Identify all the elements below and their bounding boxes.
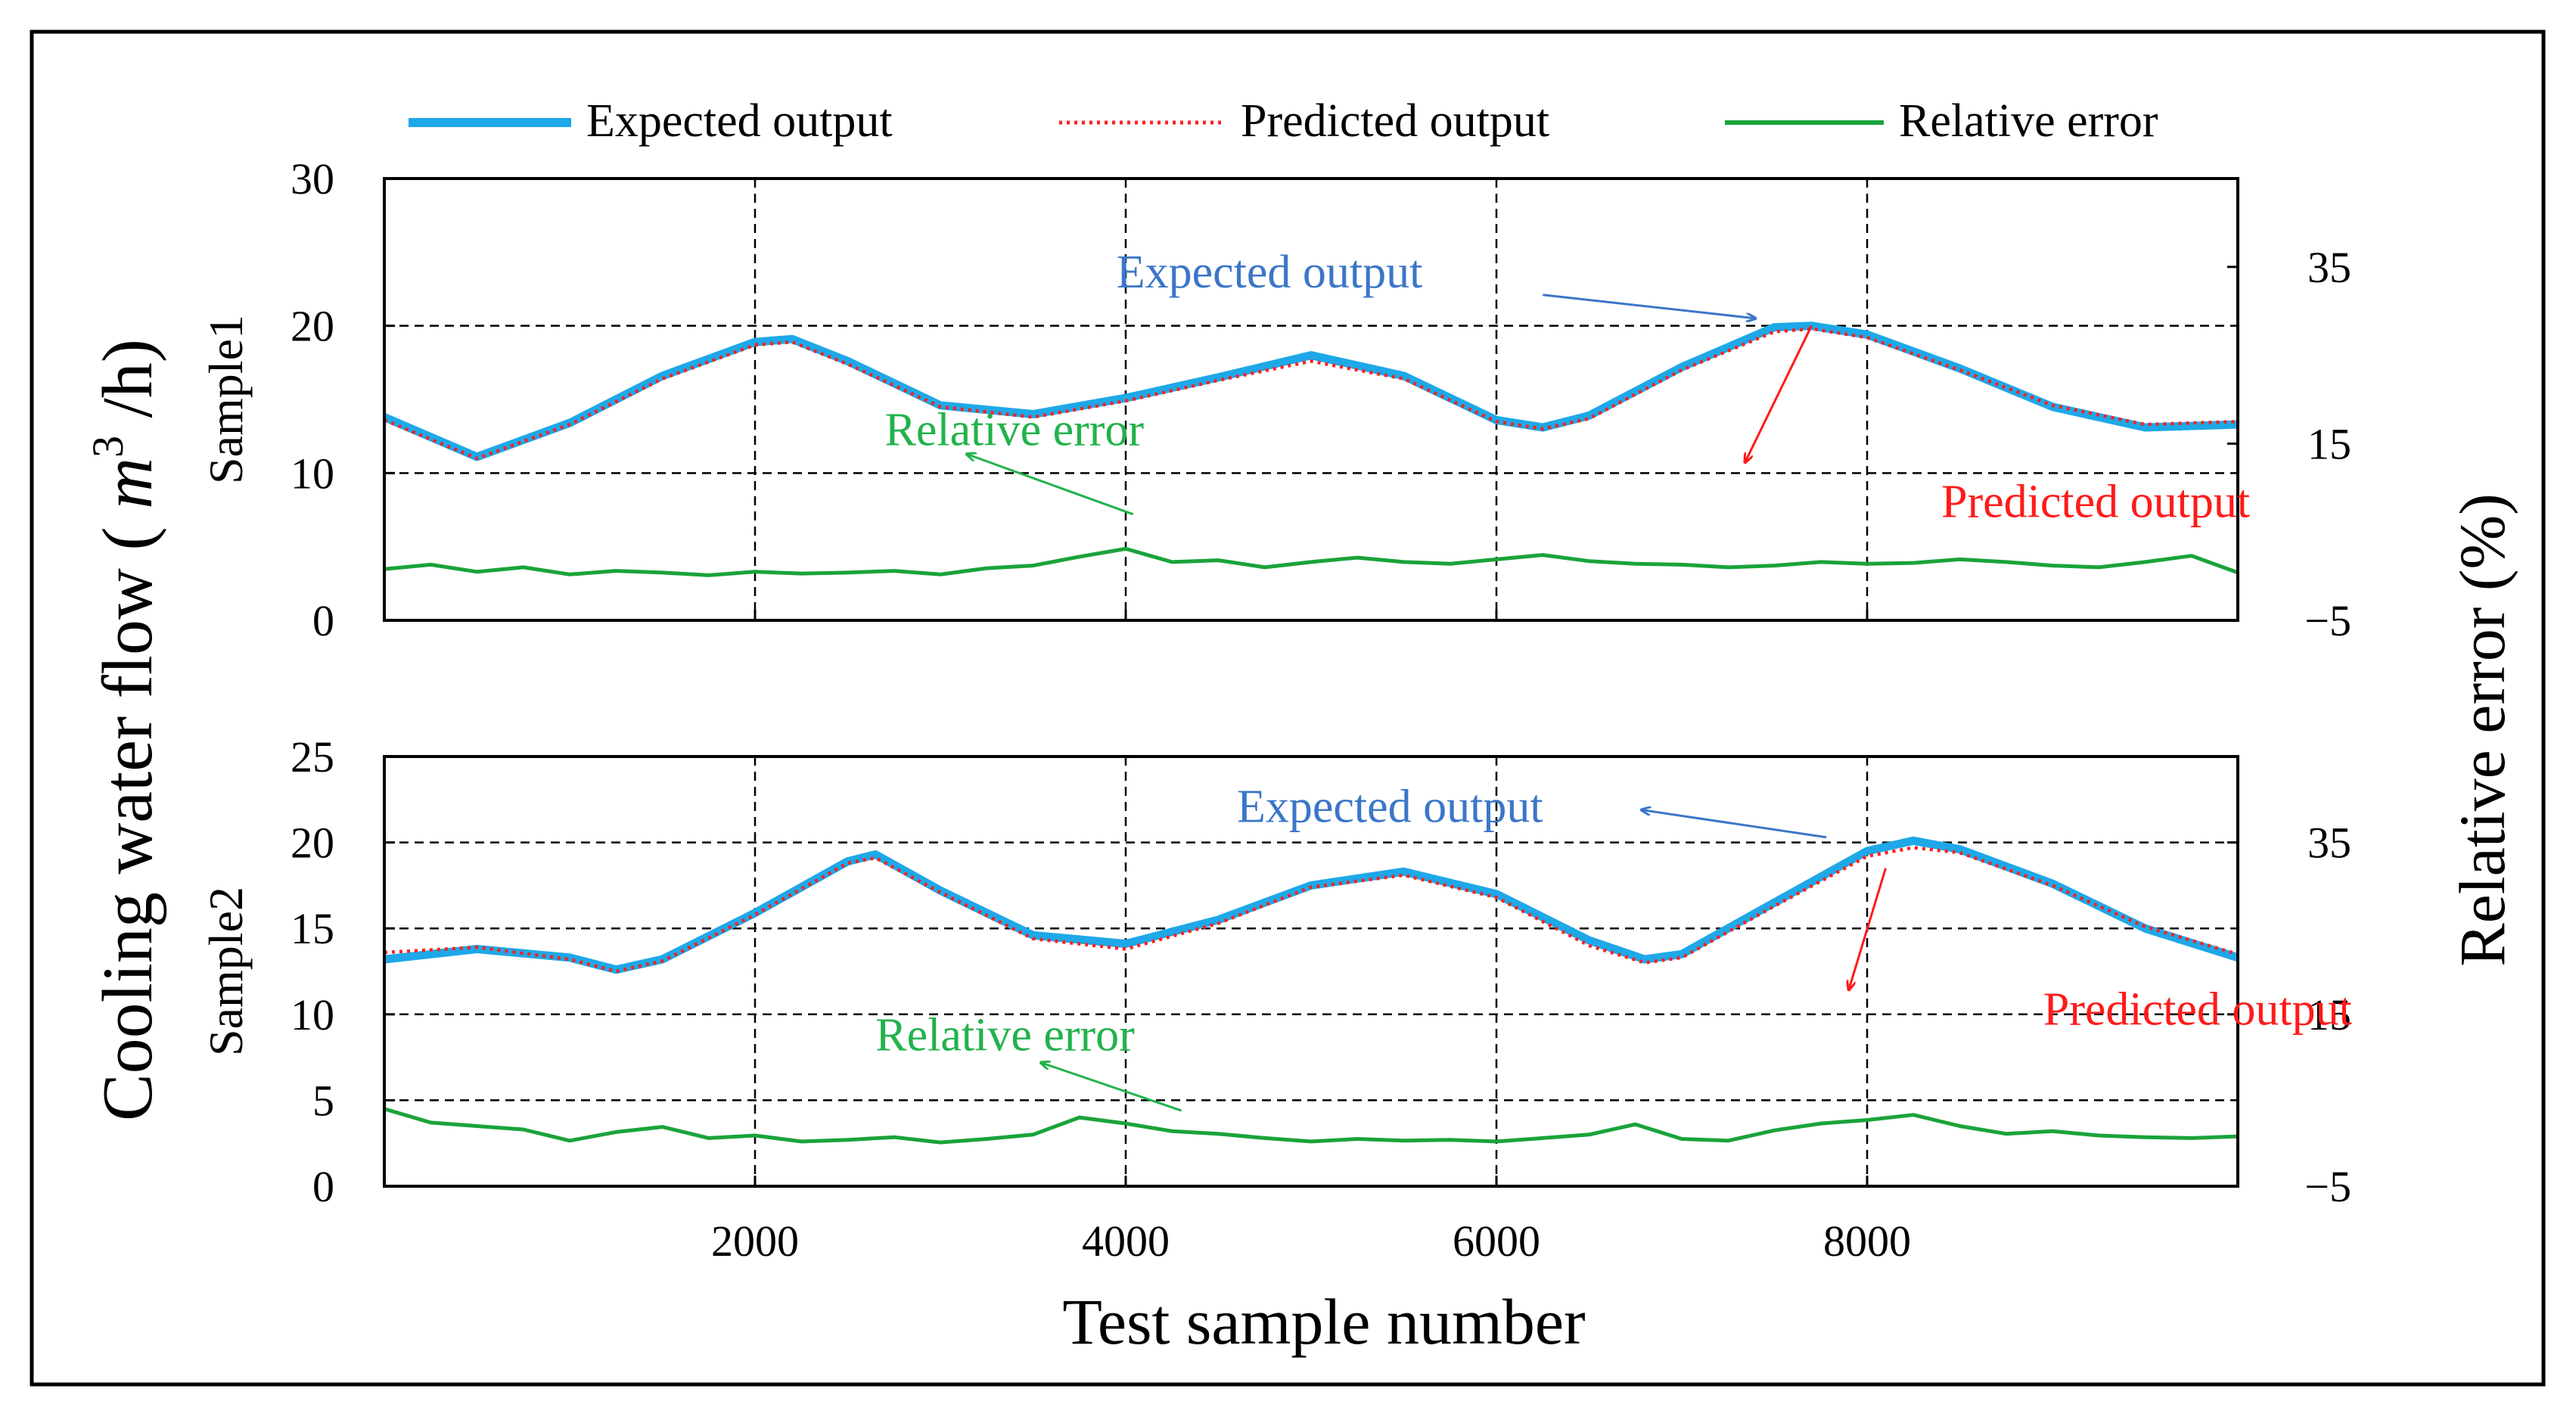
y-axis-right-title: Relative error (%) <box>2446 493 2519 967</box>
annotation-label-predicted: Predicted output <box>2043 983 2352 1035</box>
y-axis-left-title-prefix: Cooling water flow ( <box>89 509 167 1121</box>
y-tick-label-right: 15 <box>2307 419 2351 468</box>
y-axis-left-title-sup: 3 <box>83 436 132 458</box>
annotation-label-error: Relative error <box>875 1010 1135 1061</box>
plot-area-frame <box>383 177 2239 622</box>
annotation-arrow-expected <box>1641 809 1827 839</box>
y-tick-label-right: 15 <box>2307 990 2351 1039</box>
annotation-label-expected: Expected output <box>1117 247 1423 298</box>
series-line-predicted <box>384 327 2239 461</box>
y-tick-label-left: 15 <box>291 904 334 953</box>
x-tick-label: 2000 <box>711 1216 799 1266</box>
y-tick-label-left: 10 <box>291 990 334 1039</box>
y-tick-label-left: 10 <box>291 449 334 498</box>
series-line-error <box>384 1107 2239 1145</box>
legend-error-label: Relative error <box>1899 95 2158 147</box>
y-axis-left-title: Cooling water flow ( m3 /h) <box>83 339 167 1121</box>
y-tick-label-left: 5 <box>312 1076 334 1125</box>
y-tick-label-left: 30 <box>291 154 334 204</box>
annotation-arrow-expected <box>1543 294 1756 318</box>
legend-predicted-label: Predicted output <box>1241 95 1549 147</box>
y-tick-label-left: 0 <box>312 1162 334 1211</box>
legend-expected-label: Expected output <box>586 95 893 147</box>
y-tick-label-left: 20 <box>291 819 334 868</box>
x-axis-title: Test sample number <box>1062 1285 1585 1358</box>
y-tick-label-left: 0 <box>312 596 334 645</box>
y-tick-label-right: −5 <box>2304 1162 2351 1211</box>
legend: Expected output Predicted output Relativ… <box>409 95 2158 147</box>
figure-frame <box>30 30 2546 1387</box>
y-axis-left-title-var: m <box>89 458 167 509</box>
plot-area-frame <box>383 755 2239 1188</box>
y-tick-label-right: −5 <box>2304 596 2351 645</box>
panel-sample2: 0 5 10 15 20 25 −5 15 35 2000 4000 6000 8000 Sample2 E… <box>199 732 2352 1266</box>
y-tick-label-right: 35 <box>2307 243 2351 292</box>
series-line-expected <box>382 322 2239 461</box>
y-tick-label-left: 20 <box>291 302 334 351</box>
panel-sample1: 0 10 20 30 −5 15 35 Sample1 Expected output Predi… <box>199 154 2351 645</box>
annotation-label-predicted: Predicted output <box>1941 477 2250 528</box>
series-line-error <box>384 546 2239 577</box>
annotation-label-error: Relative error <box>885 404 1145 455</box>
x-tick-label: 8000 <box>1823 1216 1911 1266</box>
annotation-label-expected: Expected output <box>1237 781 1543 832</box>
panel-label: Sample2 <box>199 887 253 1056</box>
y-tick-label-left: 25 <box>291 732 334 781</box>
x-tick-label: 6000 <box>1453 1216 1540 1266</box>
x-tick-label: 4000 <box>1082 1216 1170 1266</box>
annotation-arrow-error <box>966 454 1134 516</box>
panel-label: Sample1 <box>199 315 253 484</box>
y-tick-label-right: 35 <box>2307 819 2351 868</box>
annotation-arrow-predicted <box>1849 868 1887 990</box>
series-line-predicted <box>384 846 2239 974</box>
y-axis-left-title-suffix: /h) <box>89 339 167 436</box>
annotation-arrow-predicted <box>1745 325 1813 463</box>
annotation-arrow-error <box>1040 1062 1182 1112</box>
